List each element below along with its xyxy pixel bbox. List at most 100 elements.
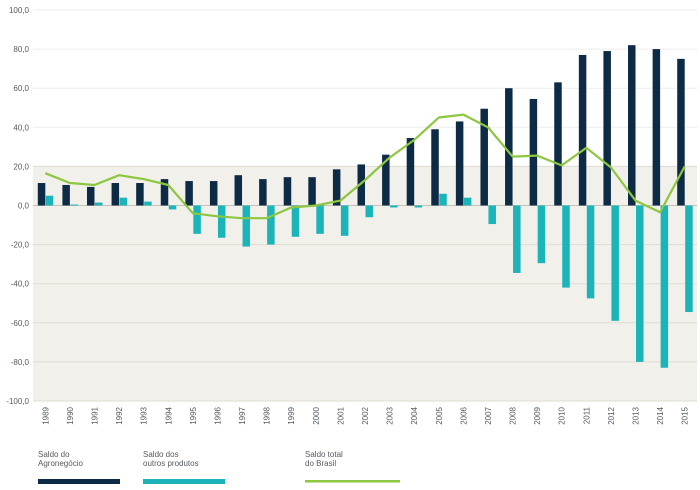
x-tick-label: 2012 [607, 406, 616, 424]
bar-saldo-agronegocio [382, 154, 390, 206]
bar-saldo-outros [242, 205, 251, 247]
y-tick-label: -20,0 [11, 241, 30, 250]
y-tick-label: 0,0 [18, 202, 30, 211]
x-tick-label: 2002 [361, 406, 370, 424]
legend-swatch [38, 479, 120, 484]
y-tick-label: 60,0 [13, 84, 29, 93]
bar-saldo-outros [586, 205, 595, 299]
bar-saldo-outros [168, 205, 177, 210]
y-tick-label: 20,0 [13, 162, 29, 171]
bar-saldo-outros [611, 205, 619, 321]
bar-saldo-agronegocio [480, 108, 488, 206]
bar-saldo-agronegocio [37, 183, 46, 206]
bar-saldo-agronegocio [332, 169, 341, 206]
bar-saldo-outros [267, 205, 275, 245]
y-tick-label: 100,0 [9, 6, 30, 15]
legend-label: do Brasil [305, 459, 336, 468]
bar-saldo-outros [513, 205, 521, 273]
y-tick-label: 80,0 [13, 45, 29, 54]
bar-saldo-agronegocio [259, 179, 267, 206]
bar-saldo-agronegocio [357, 164, 365, 206]
bar-saldo-outros [562, 205, 570, 288]
bar-saldo-agronegocio [308, 177, 316, 206]
bar-saldo-agronegocio [234, 175, 243, 206]
bar-saldo-outros [365, 205, 373, 218]
x-tick-label: 2015 [681, 406, 690, 424]
legend-label: outros produtos [143, 459, 199, 468]
bar-saldo-outros [70, 204, 78, 206]
legend-swatch [305, 480, 400, 483]
x-tick-label: 1999 [287, 406, 296, 424]
line-saldo-total [44, 113, 686, 220]
bar-saldo-outros [636, 205, 644, 362]
legend-label: Saldo total [305, 450, 343, 459]
x-tick-label: 2000 [312, 406, 321, 424]
y-tick-label: -100,0 [6, 397, 29, 406]
bar-saldo-outros [193, 205, 201, 234]
bar-saldo-agronegocio [455, 121, 464, 206]
x-tick-label: 2001 [336, 406, 345, 424]
x-tick-label: 1992 [115, 406, 124, 424]
x-tick-label: 2013 [632, 406, 641, 424]
bar-saldo-agronegocio [505, 88, 513, 206]
bar-saldo-agronegocio [160, 179, 169, 206]
bar-saldo-outros [537, 205, 546, 264]
bar-saldo-outros [291, 205, 300, 237]
x-tick-label: 1989 [41, 406, 50, 424]
bar-saldo-outros [488, 205, 496, 225]
legend-label: Saldo do [38, 450, 70, 459]
x-tick-label: 1997 [238, 406, 247, 424]
bar-saldo-outros [439, 193, 447, 206]
legend-label: Agronegócio [38, 459, 83, 468]
x-tick-label: 1996 [213, 406, 222, 424]
bar-saldo-agronegocio [185, 181, 193, 206]
x-tick-label: 1994 [164, 406, 173, 424]
bar-saldo-agronegocio [406, 138, 415, 206]
bar-saldo-outros [340, 205, 349, 236]
bar-saldo-outros [414, 205, 423, 208]
bar-saldo-agronegocio [111, 183, 120, 206]
x-tick-label: 1998 [263, 406, 272, 424]
bar-saldo-outros [217, 205, 226, 238]
y-tick-label: -40,0 [11, 280, 30, 289]
bar-saldo-agronegocio [431, 129, 439, 206]
bar-saldo-outros [45, 195, 54, 206]
bar-saldo-agronegocio [62, 184, 70, 206]
x-tick-label: 2010 [558, 406, 567, 424]
bar-saldo-agronegocio [86, 186, 95, 206]
bar-saldo-outros [94, 202, 103, 206]
x-tick-label: 2009 [533, 406, 542, 424]
bar-saldo-agronegocio [578, 54, 587, 206]
bar-saldo-agronegocio [628, 45, 636, 206]
x-tick-label: 2008 [509, 406, 518, 424]
x-tick-label: 2011 [582, 406, 591, 424]
y-tick-label: 40,0 [13, 123, 29, 132]
bar-saldo-outros [463, 197, 472, 206]
bar-saldo-agronegocio [209, 181, 218, 206]
x-tick-label: 2007 [484, 406, 493, 424]
bar-saldo-outros [390, 205, 398, 208]
x-tick-label: 2005 [435, 406, 444, 424]
x-tick-label: 2014 [656, 406, 665, 424]
bar-saldo-outros [144, 201, 152, 206]
bar-saldo-agronegocio [283, 177, 292, 206]
x-tick-label: 2006 [459, 406, 468, 424]
bar-saldo-outros [660, 205, 669, 368]
x-tick-label: 1991 [90, 406, 99, 424]
legend-swatch [143, 479, 225, 484]
x-tick-label: 1993 [140, 406, 149, 424]
bar-saldo-agronegocio [652, 49, 661, 206]
legend-label: Saldo dos [143, 450, 179, 459]
x-tick-label: 1990 [66, 406, 75, 424]
bar-saldo-outros [119, 197, 128, 206]
bar-saldo-outros [316, 205, 324, 234]
x-tick-label: 2003 [386, 406, 395, 424]
bar-saldo-agronegocio [554, 82, 562, 206]
y-tick-label: -80,0 [11, 358, 30, 367]
bar-saldo-agronegocio [529, 98, 538, 206]
x-tick-label: 2004 [410, 406, 419, 424]
bar-saldo-outros [685, 205, 693, 313]
bar-saldo-agronegocio [136, 183, 144, 206]
bar-saldo-agronegocio [603, 51, 611, 206]
